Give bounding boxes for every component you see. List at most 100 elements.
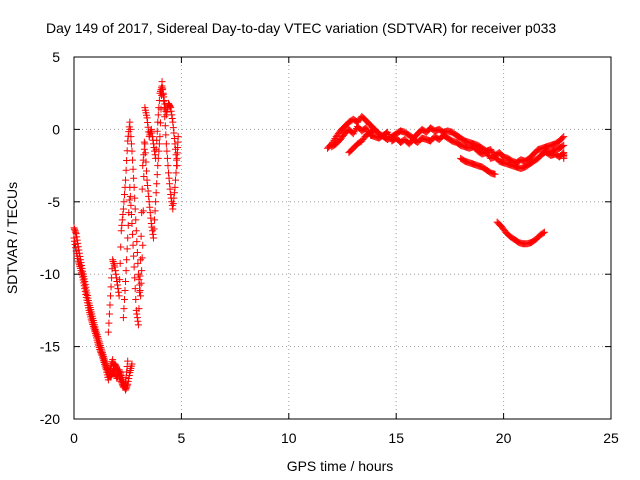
- data-point: [74, 257, 82, 265]
- data-point: [115, 366, 123, 374]
- data-point: [112, 270, 120, 278]
- data-point: [165, 169, 173, 177]
- data-point: [132, 227, 140, 235]
- data-point: [124, 357, 132, 365]
- data-point: [140, 145, 148, 153]
- data-point: [71, 227, 79, 235]
- data-point: [87, 315, 95, 323]
- y-axis-label: SDTVAR / TECUs: [4, 182, 20, 294]
- data-point: [362, 124, 370, 132]
- data-point: [128, 220, 136, 228]
- data-point: [131, 205, 139, 213]
- data-point: [560, 133, 568, 141]
- data-point: [160, 104, 168, 112]
- data-point: [116, 259, 124, 267]
- y-tick-label: -20: [40, 411, 60, 427]
- data-point: [168, 201, 176, 209]
- data-point: [139, 241, 147, 249]
- data-point: [118, 375, 126, 383]
- data-point: [147, 125, 155, 133]
- data-point: [123, 245, 131, 253]
- data-point: [166, 185, 174, 193]
- data-point: [145, 192, 153, 200]
- data-point: [149, 230, 157, 238]
- data-point: [95, 344, 103, 352]
- data-point: [146, 209, 154, 217]
- data-point: [131, 194, 139, 202]
- data-point: [123, 368, 131, 376]
- data-point: [163, 147, 171, 155]
- data-point: [106, 301, 114, 309]
- data-point: [559, 134, 567, 142]
- x-tick-label: 10: [281, 430, 297, 446]
- data-point: [140, 172, 148, 180]
- data-point: [124, 380, 132, 388]
- data-point: [119, 314, 127, 322]
- data-point: [100, 357, 108, 365]
- data-point: [110, 259, 118, 267]
- data-point: [154, 162, 162, 170]
- data-point: [163, 154, 171, 162]
- data-point: [135, 305, 143, 313]
- data-point: [149, 140, 157, 148]
- data-point: [129, 241, 137, 249]
- data-point: [156, 133, 164, 141]
- tick-layer: [73, 56, 612, 420]
- data-point: [154, 111, 162, 119]
- data-point: [82, 290, 90, 298]
- x-tick-label: 5: [178, 430, 186, 446]
- data-point: [172, 169, 180, 177]
- data-point: [155, 147, 163, 155]
- data-point: [122, 176, 130, 184]
- data-point: [136, 288, 144, 296]
- data-point: [170, 189, 178, 197]
- data-point: [143, 114, 151, 122]
- data-point: [120, 305, 128, 313]
- data-point: [170, 134, 178, 142]
- data-point: [142, 167, 150, 175]
- data-point: [82, 286, 90, 294]
- data-point: [105, 373, 113, 381]
- data-point: [126, 125, 134, 133]
- data-point: [160, 96, 168, 104]
- data-point: [170, 129, 178, 137]
- data-point: [110, 261, 118, 269]
- data-point: [122, 277, 130, 285]
- data-point: [147, 214, 155, 222]
- data-point: [95, 342, 103, 350]
- data-point: [81, 277, 89, 285]
- data-point: [126, 192, 134, 200]
- data-point: [71, 241, 79, 249]
- data-point: [349, 130, 357, 138]
- data-point: [119, 379, 127, 387]
- data-point: [144, 119, 152, 127]
- data-point: [72, 230, 80, 238]
- data-point: [153, 127, 161, 135]
- data-point: [97, 348, 105, 356]
- data-point: [128, 360, 136, 368]
- data-point: [148, 227, 156, 235]
- data-point: [132, 216, 140, 224]
- data-point: [94, 338, 102, 346]
- data-point: [136, 272, 144, 280]
- data-point: [100, 359, 108, 367]
- data-point: [127, 140, 135, 148]
- data-point: [166, 103, 174, 111]
- data-point: [165, 174, 173, 182]
- data-point: [169, 124, 177, 132]
- data-point: [124, 377, 132, 385]
- data-point: [128, 147, 136, 155]
- data-point: [71, 237, 79, 245]
- data-point: [109, 356, 117, 364]
- data-point: [144, 187, 152, 195]
- data-point: [133, 314, 141, 322]
- data-point: [99, 355, 107, 363]
- data-point: [130, 263, 138, 271]
- data-point: [123, 256, 131, 264]
- data-point: [147, 220, 155, 228]
- data-point: [169, 118, 177, 126]
- x-tick-label: 20: [496, 430, 512, 446]
- data-point: [126, 183, 134, 191]
- data-point: [71, 225, 79, 233]
- data-point: [137, 279, 145, 287]
